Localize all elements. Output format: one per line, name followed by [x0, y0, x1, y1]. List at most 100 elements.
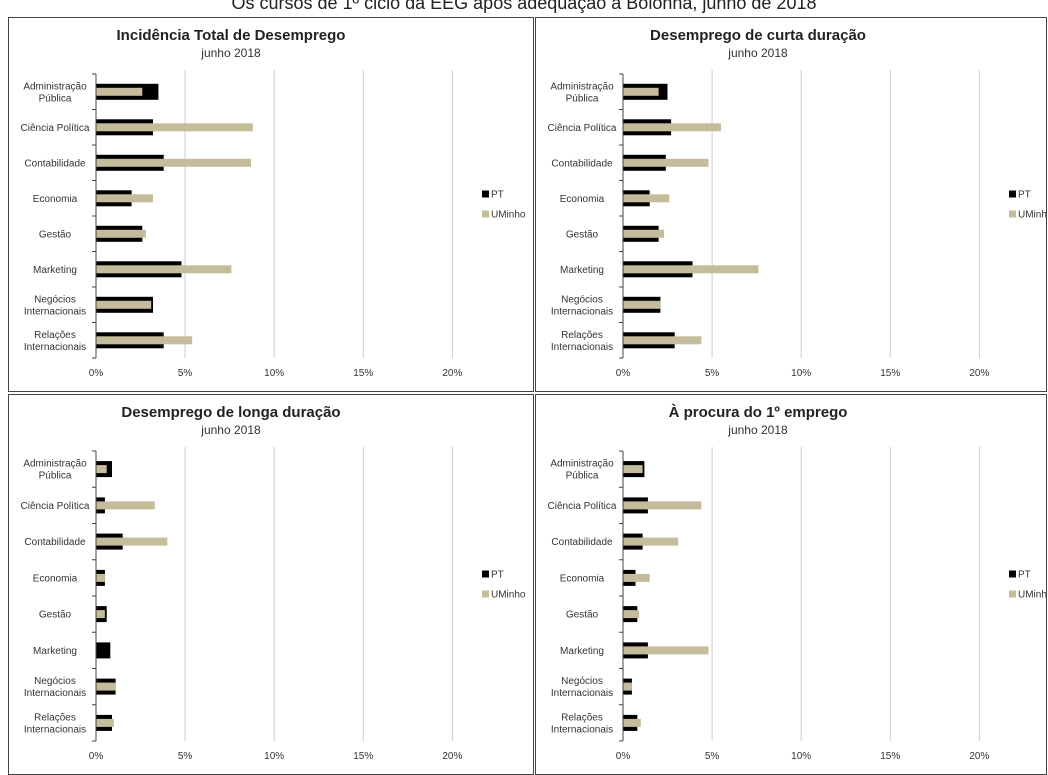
category-label: Relações Internacionais	[551, 712, 613, 735]
bar-uminho	[96, 300, 152, 309]
legend-swatch-uminho	[1009, 210, 1016, 218]
chart-title: Desemprego de longa duração	[121, 404, 340, 421]
x-tick-label: 15%	[353, 751, 373, 762]
category-label: Economia	[33, 573, 78, 584]
bar-uminho	[623, 646, 709, 655]
bar-uminho	[96, 465, 107, 474]
bar-uminho	[623, 336, 702, 345]
legend-label: PT	[491, 570, 504, 581]
category-label: Marketing	[560, 265, 604, 276]
x-tick-label: 0%	[89, 751, 104, 762]
bar-uminho	[96, 610, 105, 619]
bar-uminho	[96, 573, 105, 582]
chart-total-svg: Incidência Total de Desemprego junho 2018…	[21, 27, 526, 379]
bar-uminho	[623, 718, 641, 727]
page-title: Os cursos de 1º ciclo da EEG após adequa…	[231, 0, 817, 13]
category-label: Marketing	[560, 646, 604, 657]
category-label: Negócios Internacionais	[551, 294, 613, 317]
chart-primeiro-svg: À procura do 1º emprego junho 2018 0% 5% 10%…	[548, 404, 1046, 762]
bar-uminho	[623, 194, 670, 203]
x-tick-label: 0%	[616, 751, 631, 762]
chart-subtitle: junho 2018	[200, 423, 261, 437]
legend-label: PT	[1018, 570, 1031, 581]
category-label: Contabilidade	[551, 158, 613, 169]
legend-label: UMinho	[491, 590, 526, 601]
chart-panel-curta-duracao: Desemprego de curta duração junho 2018 0% 5…	[535, 17, 1047, 392]
bar-uminho	[96, 87, 143, 96]
category-label: Gestão	[39, 229, 72, 240]
category-label: Marketing	[33, 265, 77, 276]
x-tick-label: 5%	[178, 751, 193, 762]
legend-swatch-pt	[482, 570, 489, 578]
bar-uminho	[623, 87, 659, 96]
chart-subtitle: junho 2018	[727, 46, 788, 60]
legend-swatch-pt	[482, 190, 489, 198]
category-label: Economia	[560, 194, 605, 205]
bar-uminho	[96, 682, 116, 691]
category-label: Administração Pública	[550, 459, 614, 482]
x-tick-label: 20%	[969, 368, 989, 379]
category-label: Contabilidade	[24, 537, 86, 548]
chart-panel-longa-duracao: Desemprego de longa duração junho 2018 0% 5…	[8, 394, 534, 775]
category-label: Administração Pública	[550, 81, 614, 104]
x-tick-label: 0%	[616, 368, 631, 379]
chart-panel-primeiro-emprego: À procura do 1º emprego junho 2018 0% 5% 10%…	[535, 394, 1047, 775]
bar-uminho	[96, 123, 253, 132]
legend-label: PT	[1018, 190, 1031, 201]
category-label: Gestão	[566, 610, 599, 621]
category-label: Relações Internacionais	[551, 330, 613, 353]
bar-uminho	[96, 537, 168, 546]
bar-uminho	[623, 229, 664, 238]
category-label: Negócios Internacionais	[24, 294, 86, 317]
x-tick-label: 20%	[442, 751, 462, 762]
bar-pt	[96, 642, 111, 659]
bar-uminho	[623, 573, 650, 582]
category-label: Ciência Política	[548, 501, 617, 512]
chart-curta-svg: Desemprego de curta duração junho 2018 0% 5…	[548, 27, 1046, 379]
bar-uminho	[623, 682, 632, 691]
category-label: Administração Pública	[23, 459, 87, 482]
legend-label: UMinho	[1018, 590, 1046, 601]
legend-swatch-pt	[1009, 190, 1016, 198]
bar-uminho	[96, 229, 146, 238]
x-tick-label: 15%	[880, 368, 900, 379]
chart-title: À procura do 1º emprego	[669, 404, 848, 421]
category-label: Contabilidade	[551, 537, 613, 548]
category-label: Ciência Política	[548, 123, 617, 134]
category-label: Economia	[33, 194, 78, 205]
bar-uminho	[96, 158, 251, 167]
bar-uminho	[623, 501, 702, 510]
category-label: Relações Internacionais	[24, 330, 86, 353]
x-tick-label: 10%	[264, 751, 284, 762]
bar-uminho	[623, 123, 721, 132]
category-label: Ciência Política	[21, 501, 90, 512]
category-label: Gestão	[566, 229, 599, 240]
category-label: Relações Internacionais	[24, 712, 86, 735]
category-label: Administração Pública	[23, 81, 87, 104]
category-label: Gestão	[39, 610, 72, 621]
legend-swatch-uminho	[482, 590, 489, 598]
legend-label: UMinho	[1018, 210, 1046, 221]
legend-swatch-uminho	[1009, 590, 1016, 598]
bar-uminho	[96, 336, 193, 345]
bar-uminho	[623, 610, 639, 619]
bar-uminho	[96, 194, 153, 203]
bar-uminho	[96, 718, 114, 727]
chart-title: Desemprego de curta duração	[650, 27, 866, 44]
x-tick-label: 0%	[89, 368, 104, 379]
bar-uminho	[96, 265, 232, 274]
bar-uminho	[623, 465, 643, 474]
chart-longa-svg: Desemprego de longa duração junho 2018 0% 5…	[21, 404, 526, 762]
bar-uminho	[623, 158, 709, 167]
legend-label: UMinho	[491, 210, 526, 221]
x-tick-label: 10%	[791, 368, 811, 379]
chart-subtitle: junho 2018	[200, 46, 261, 60]
legend-swatch-uminho	[482, 210, 489, 218]
x-tick-label: 20%	[442, 368, 462, 379]
legend-label: PT	[491, 190, 504, 201]
category-label: Negócios Internacionais	[551, 676, 613, 699]
x-tick-label: 5%	[705, 368, 720, 379]
x-tick-label: 20%	[969, 751, 989, 762]
category-label: Contabilidade	[24, 158, 86, 169]
bar-uminho	[623, 537, 679, 546]
